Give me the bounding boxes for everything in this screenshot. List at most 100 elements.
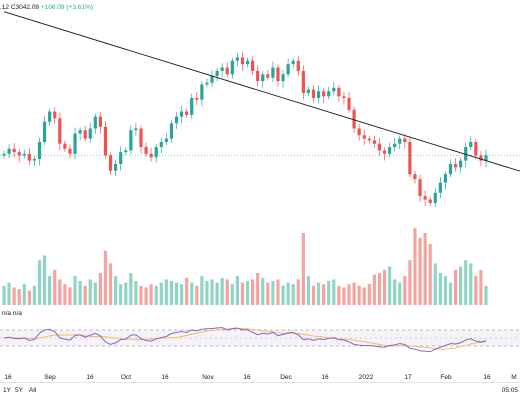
candle-body [154,147,158,158]
candle-body [190,98,194,115]
volume-bar [403,276,407,305]
candle-body [58,118,62,144]
volume-bar [169,281,174,305]
volume-bar [73,276,77,305]
candle-body [53,111,57,119]
range-5y-button[interactable]: 5Y [15,387,23,394]
candle-body [73,133,77,154]
volume-bar [322,284,326,305]
volume-bar [134,281,138,305]
volume-bar [286,282,290,305]
candle-body [408,142,412,175]
candle-body [159,142,163,148]
bottom-toolbar: 1Y 5Y All 05:05 [0,382,520,401]
volume-bar [129,273,133,305]
volume-bar [301,233,305,305]
rsi-line [3,327,487,353]
candle-body [423,196,427,200]
volume-bar [311,285,316,305]
candle-body [291,60,295,65]
range-1y-button[interactable]: 1Y [3,387,11,394]
volume-bar [174,282,179,305]
candle-body [311,89,316,98]
volume-bar [332,279,336,305]
candle-body [459,160,463,168]
volume-bar [448,282,453,305]
time-axis-label: Feb [440,374,452,381]
candle-body [418,179,422,197]
volume-bar [484,285,488,305]
candle-body [144,147,148,154]
volume-bar [215,282,219,305]
ohlc-change: +106.09 (+3.61%) [40,4,93,11]
volume-bar [68,287,72,305]
candle-body [296,60,300,71]
volume-bar [200,276,204,305]
candle-body [103,126,108,156]
volume-bar [114,276,118,305]
volume-bar [245,281,250,305]
candle-body [372,140,376,144]
candle-body [174,116,179,124]
volume-bar [352,282,356,305]
candle-body [205,82,209,85]
candle-body [245,60,250,65]
candle-body [235,57,239,61]
volume-bar [88,279,92,305]
candle-body [185,111,189,115]
candle-body [306,89,311,93]
volume-bar [139,285,143,305]
candle-body [200,84,204,100]
volume-bar [164,279,168,305]
candle-body [479,155,483,161]
trendline-line[interactable] [3,11,520,172]
time-axis-label: 16 [483,374,491,381]
volume-bar [266,282,270,305]
time-axis-label: 16 [321,374,329,381]
candle-body [98,116,102,127]
volume-bar [479,269,483,305]
time-axis-label: 2022 [359,374,374,381]
volume-bar [93,282,97,305]
time-axis: 16 Sep 16 Oct 16 Nov 16 Dec 16 2022 17 Feb 16 M [4,374,516,381]
candle-body [448,164,453,175]
range-all-button[interactable]: All [29,387,37,394]
candle-body [352,109,356,129]
time-axis-label: 17 [404,374,412,381]
candle-body [433,192,437,203]
candle-body [42,121,47,142]
volume-bar [438,273,442,305]
time-axis-label: 16 [243,374,251,381]
trendline[interactable] [3,11,520,172]
rsi-legend: n/a n/a [2,310,22,317]
candle-body [230,60,234,75]
candle-body [261,74,265,82]
volume-bar [327,281,331,305]
volume-bar [12,287,16,305]
candle-body [83,130,87,139]
candle-body [108,155,113,171]
candle-body [474,142,478,156]
volume-bar [398,282,402,305]
volume-bar [195,285,199,305]
candle-body [367,138,371,141]
volume-bar [27,290,31,305]
candle-body [210,76,214,83]
volume-bar [342,287,346,305]
candle-body [256,70,260,82]
candle-body [119,152,123,164]
candle-body [32,158,37,161]
candle-body [48,111,52,122]
volume-bar [185,277,189,305]
candle-body [464,147,468,161]
volume-bar [7,282,11,305]
candle-body [2,153,6,156]
candle-body [27,153,31,161]
candle-body [413,174,417,180]
candle-body [195,98,199,100]
candle-body [453,164,458,168]
time-axis-label: Dec [280,374,292,381]
candle-body [347,98,351,110]
volume-bar [296,279,300,305]
